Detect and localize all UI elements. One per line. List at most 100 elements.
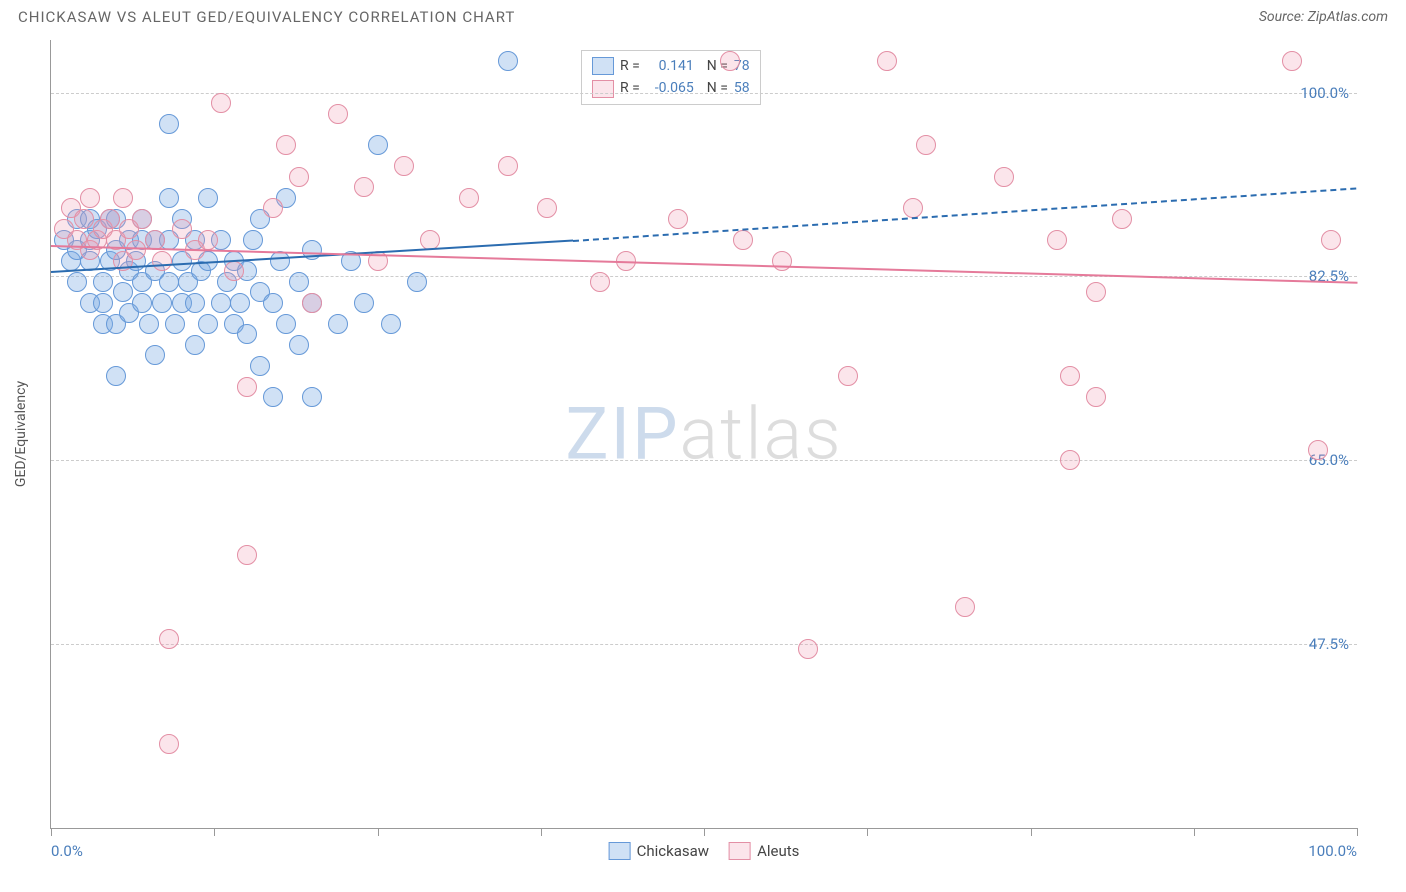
data-point [132,209,152,229]
x-tick [704,828,705,836]
x-axis-max-label: 100.0% [1308,842,1357,860]
data-point [159,114,179,134]
data-point [185,293,205,313]
chart-title: CHICKASAW VS ALEUT GED/EQUIVALENCY CORRE… [18,8,515,26]
data-point [276,135,296,155]
data-point [145,345,165,365]
bottom-legend: Chickasaw Aleuts [609,842,800,860]
data-point [250,356,270,376]
data-point [276,314,296,334]
gridline [51,93,1357,94]
data-point [328,314,348,334]
data-point [498,156,518,176]
data-point [289,272,309,292]
data-point [198,230,218,250]
data-point [289,167,309,187]
data-point [80,188,100,208]
x-tick [867,828,868,836]
data-point [368,135,388,155]
data-point [994,167,1014,187]
data-point [159,188,179,208]
x-axis-min-label: 0.0% [51,842,83,860]
data-point [354,177,374,197]
data-point [126,240,146,260]
data-point [113,282,133,302]
x-tick [378,828,379,836]
data-point [733,230,753,250]
x-tick [1031,828,1032,836]
legend-swatch [609,842,631,860]
data-point [263,198,283,218]
y-tick-label: 47.5% [1309,635,1349,653]
data-point [420,230,440,250]
data-point [159,272,179,292]
data-point [394,156,414,176]
x-tick [214,828,215,836]
data-point [459,188,479,208]
bottom-legend-item: Chickasaw [609,842,709,860]
data-point [237,377,257,397]
data-point [237,324,257,344]
legend-swatch [592,80,614,98]
data-point [289,335,309,355]
data-point [1308,440,1328,460]
x-tick [1194,828,1195,836]
data-point [1112,209,1132,229]
data-point [152,293,172,313]
data-point [955,597,975,617]
regression-line [573,187,1357,242]
data-point [668,209,688,229]
data-point [211,93,231,113]
data-point [1321,230,1341,250]
data-point [185,335,205,355]
data-point [798,639,818,659]
data-point [211,293,231,313]
legend-r-value: -0.065 [646,77,694,99]
data-point [720,51,740,71]
y-tick-label: 100.0% [1300,84,1349,102]
legend-r-label: R = [620,55,640,77]
x-tick [51,828,52,836]
data-point [172,219,192,239]
data-point [302,293,322,313]
data-point [381,314,401,334]
data-point [1047,230,1067,250]
data-point [263,293,283,313]
data-point [74,209,94,229]
data-point [1086,387,1106,407]
legend-swatch [729,842,751,860]
data-point [159,734,179,754]
x-tick [541,828,542,836]
data-point [237,545,257,565]
watermark: ZIPatlas [565,392,842,477]
data-point [537,198,557,218]
data-point [224,261,244,281]
data-point [243,230,263,250]
data-point [1086,282,1106,302]
data-point [1060,366,1080,386]
data-point [198,188,218,208]
gridline [51,460,1357,461]
data-point [230,293,250,313]
data-point [145,230,165,250]
data-point [302,387,322,407]
data-point [1060,450,1080,470]
legend-n-label: N = [700,77,728,99]
series-name: Chickasaw [637,842,709,860]
source-label: Source: ZipAtlas.com [1259,9,1388,25]
data-point [152,251,172,271]
data-point [132,293,152,313]
data-point [263,387,283,407]
data-point [354,293,374,313]
data-point [916,135,936,155]
legend-r-label: R = [620,77,640,99]
data-point [590,272,610,292]
data-point [67,272,87,292]
data-point [328,104,348,124]
data-point [198,314,218,334]
data-point [106,366,126,386]
data-point [93,272,113,292]
legend-r-value: 0.141 [646,55,694,77]
bottom-legend-item: Aleuts [729,842,799,860]
data-point [498,51,518,71]
